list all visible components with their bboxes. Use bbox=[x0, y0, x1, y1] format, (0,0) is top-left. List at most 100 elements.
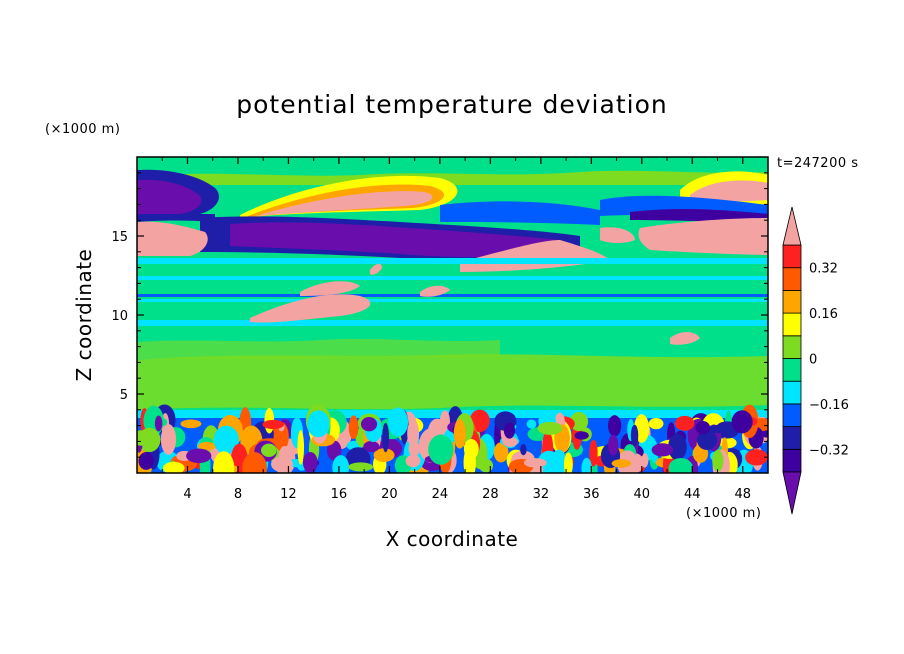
x-tick-label: 28 bbox=[482, 487, 499, 502]
x-tick-label: 36 bbox=[583, 487, 600, 502]
field-blue-stripe-1 bbox=[137, 294, 768, 297]
bl-cell bbox=[138, 452, 154, 470]
bl-cell bbox=[453, 419, 466, 449]
x-tick-label: 24 bbox=[432, 487, 449, 502]
bl-cell bbox=[574, 431, 589, 440]
bl-cell bbox=[405, 454, 421, 468]
y-axis-label: Z coordinate bbox=[72, 249, 96, 382]
bl-cell bbox=[302, 451, 318, 473]
bl-cell bbox=[712, 449, 724, 472]
colorbar-box bbox=[782, 380, 802, 405]
field-blob-4 bbox=[370, 263, 382, 275]
field-upper-mid-blue bbox=[440, 201, 600, 225]
bl-cell bbox=[611, 459, 632, 468]
field-upper-left-purple bbox=[137, 179, 202, 214]
colorbar-box bbox=[782, 244, 802, 269]
y-axis: 5 10 15 bbox=[111, 172, 768, 458]
field-mid-green-2 bbox=[137, 338, 500, 360]
bl-cell bbox=[213, 451, 235, 473]
bl-cell bbox=[348, 415, 359, 440]
x-tick-label: 8 bbox=[234, 487, 242, 502]
field-left-pink bbox=[137, 221, 208, 256]
time-label: t=247200 s bbox=[777, 156, 859, 171]
field-upper-right-darkblue bbox=[630, 208, 768, 222]
bl-cell bbox=[388, 407, 409, 437]
x-tick-label: 20 bbox=[381, 487, 398, 502]
bl-cell bbox=[563, 452, 573, 473]
field-blob-2 bbox=[300, 281, 360, 296]
x-axis-label: X coordinate bbox=[386, 527, 519, 551]
field-cyan-stripe-3 bbox=[137, 299, 768, 302]
bl-cell bbox=[297, 430, 305, 465]
bl-cell bbox=[180, 419, 202, 429]
colorbar-tick-label: 0.16 bbox=[809, 307, 838, 322]
bl-cell bbox=[261, 443, 277, 458]
field-cyan-stripe-4 bbox=[137, 320, 768, 326]
colorbar-extend-min bbox=[782, 471, 802, 515]
field-blob-3 bbox=[420, 285, 450, 297]
bl-cell bbox=[478, 458, 494, 473]
bl-cell bbox=[242, 452, 267, 473]
colorbar: 0.32 0.16 0 −0.16 −0.32 bbox=[782, 206, 849, 515]
bl-cell bbox=[745, 449, 768, 466]
field-bl-cells bbox=[137, 404, 768, 473]
chart-title: potential temperature deviation bbox=[236, 90, 667, 119]
bl-cell bbox=[674, 415, 695, 431]
bl-cell bbox=[581, 457, 592, 473]
bl-cell bbox=[262, 419, 285, 430]
field-right-pink-band bbox=[638, 218, 768, 255]
bl-cell bbox=[186, 448, 212, 464]
bl-cell bbox=[326, 440, 342, 461]
field-mid-pink-small bbox=[600, 227, 635, 243]
colorbar-extend-max bbox=[782, 206, 802, 246]
colorbar-box bbox=[782, 448, 802, 473]
bl-cell bbox=[695, 420, 711, 435]
plot-area bbox=[137, 157, 768, 473]
bl-cell bbox=[373, 448, 395, 463]
colorbar-box bbox=[782, 312, 802, 337]
y-tick-label: 15 bbox=[111, 230, 128, 245]
colorbar-box bbox=[782, 335, 802, 359]
x-tick-label: 48 bbox=[734, 487, 751, 502]
bl-cell bbox=[213, 425, 239, 455]
bl-cell bbox=[160, 424, 177, 455]
bl-cell bbox=[648, 418, 664, 430]
x-tick-label: 12 bbox=[280, 487, 297, 502]
field-cyan-stripe-1 bbox=[137, 258, 768, 264]
field-cyan-stripe-2 bbox=[137, 276, 768, 280]
colorbar-box bbox=[782, 289, 802, 314]
colorbar-tick-label: −0.32 bbox=[809, 443, 849, 458]
colorbar-tick-label: 0 bbox=[809, 353, 817, 368]
bl-cell bbox=[668, 433, 687, 461]
bl-cell bbox=[363, 441, 380, 453]
bl-cell bbox=[307, 410, 330, 438]
bl-cell bbox=[360, 416, 378, 432]
x-tick-label: 4 bbox=[183, 487, 191, 502]
field-right-pink bbox=[690, 180, 768, 202]
bl-cell bbox=[332, 455, 350, 473]
y-tick-label: 10 bbox=[111, 309, 128, 324]
colorbar-box bbox=[782, 358, 802, 382]
colorbar-box bbox=[782, 403, 802, 427]
x-tick-label: 16 bbox=[331, 487, 348, 502]
bl-cell bbox=[407, 419, 420, 448]
bl-cell bbox=[493, 442, 509, 463]
x-tick-label: 40 bbox=[634, 487, 651, 502]
bl-cell bbox=[520, 444, 527, 456]
bl-cell bbox=[137, 430, 155, 446]
x-unit-label: (×1000 m) bbox=[686, 506, 761, 521]
x-tick-label: 32 bbox=[533, 487, 550, 502]
bl-cell bbox=[651, 443, 674, 457]
y-unit-label: (×1000 m) bbox=[45, 122, 120, 137]
bl-cell bbox=[503, 422, 516, 439]
field-core-purple bbox=[230, 222, 560, 257]
colorbar-box bbox=[782, 267, 802, 291]
bl-cell bbox=[197, 441, 216, 451]
bl-cell bbox=[696, 430, 718, 450]
bl-cell bbox=[526, 419, 537, 429]
bl-cell bbox=[273, 422, 289, 452]
bl-cell bbox=[428, 434, 454, 465]
bl-cell bbox=[731, 410, 753, 434]
bl-cell bbox=[607, 415, 622, 437]
